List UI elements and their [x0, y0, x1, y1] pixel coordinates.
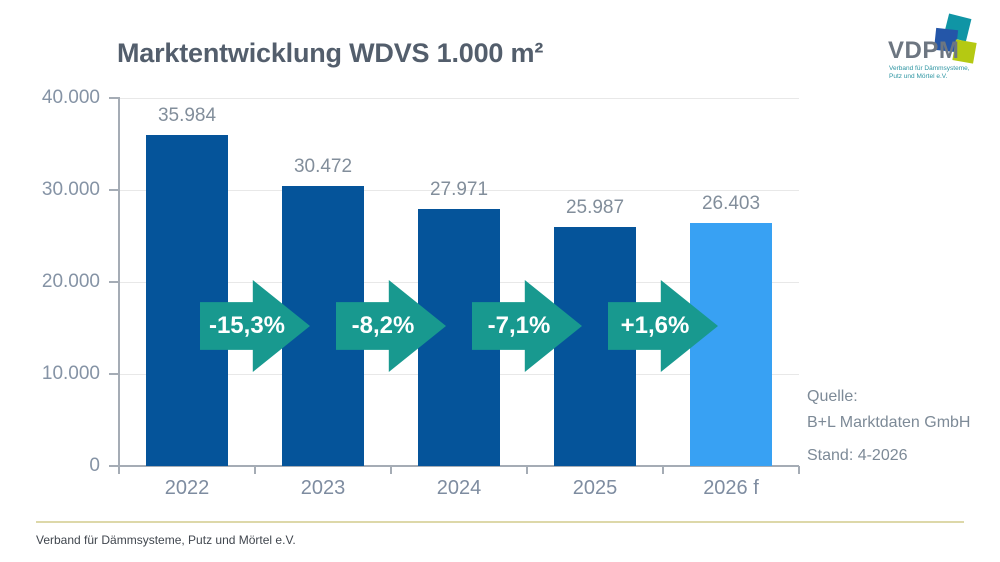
x-tick — [662, 466, 664, 474]
x-tick-label-2023: 2023 — [300, 477, 346, 499]
x-tick-label-2022: 2022 — [164, 477, 210, 499]
y-tick-label: 20.000 — [41, 271, 100, 292]
logo-wordmark: VDPM — [888, 37, 960, 64]
bar-2026 f — [690, 223, 772, 466]
footer-divider — [36, 521, 964, 523]
gridline-40.000 — [120, 98, 799, 99]
y-tick-20.000 — [109, 281, 119, 283]
y-tick-label: 10.000 — [41, 363, 100, 384]
x-tick-label-2024: 2024 — [436, 477, 482, 499]
value-label-2025: 25.987 — [565, 196, 625, 218]
x-tick-label-2026 f: 2026 f — [703, 477, 759, 499]
y-tick-label: 40.000 — [41, 87, 100, 108]
source-date: Stand: 4-2026 — [807, 447, 908, 464]
value-label-2024: 27.971 — [429, 178, 489, 200]
vdpm-logo: VDPM Verband für Dämmsysteme, Putz und M… — [880, 10, 995, 82]
y-tick-40.000 — [109, 97, 119, 99]
logo-subtitle-line1: Verband für Dämmsysteme, — [889, 65, 970, 72]
page-title: Marktentwicklung WDVS 1.000 m² — [117, 38, 544, 68]
x-tick — [526, 466, 528, 474]
x-tick — [254, 466, 256, 474]
x-tick — [118, 466, 120, 474]
x-tick — [798, 466, 800, 474]
y-tick-30.000 — [109, 189, 119, 191]
value-label-2026 f: 26.403 — [701, 193, 761, 215]
x-tick-label-2025: 2025 — [572, 477, 618, 499]
value-label-2023: 30.472 — [293, 155, 353, 177]
value-label-2022: 35.984 — [157, 104, 217, 126]
footer-text: Verband für Dämmsysteme, Putz und Mörtel… — [36, 533, 296, 547]
logo-subtitle-line2: Putz und Mörtel e.V. — [889, 72, 948, 80]
source-company: B+L Marktdaten GmbH — [807, 414, 971, 431]
logo-subtitle: Verband für Dämmsysteme, Putz und Mörtel… — [889, 65, 970, 80]
y-tick-label: 0 — [89, 455, 100, 476]
source-label: Quelle: — [807, 388, 858, 405]
source-note: Quelle: B+L Marktdaten GmbH Stand: 4-202… — [807, 384, 997, 469]
gridline-30.000 — [120, 190, 799, 191]
x-axis-line — [109, 465, 799, 467]
y-axis-line — [118, 97, 120, 466]
x-tick — [390, 466, 392, 474]
bar-2022 — [146, 134, 228, 466]
y-tick-label: 30.000 — [41, 179, 100, 200]
y-tick-10.000 — [109, 373, 119, 375]
